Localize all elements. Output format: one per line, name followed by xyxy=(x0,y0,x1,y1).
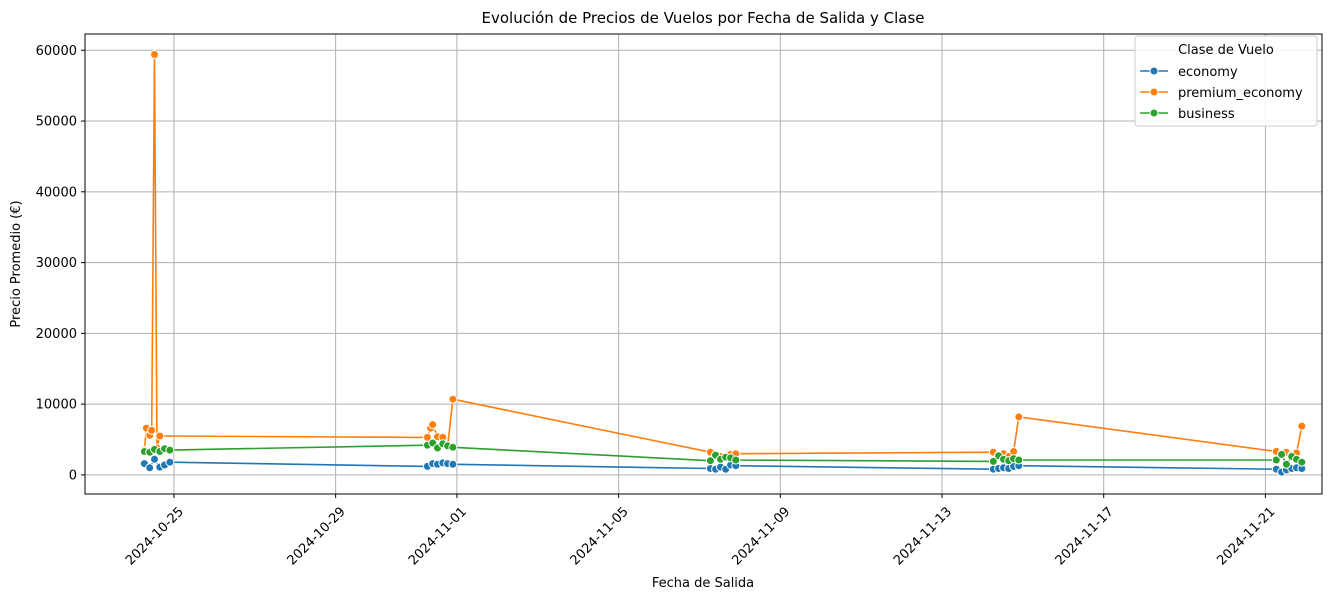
legend: Clase de Vuelo economy premium_economybus… xyxy=(1134,35,1318,127)
data-point-business xyxy=(448,442,458,452)
data-point-economy xyxy=(145,463,155,473)
data-point-economy xyxy=(165,457,175,467)
y-axis-label: Precio Promedio (€) xyxy=(9,200,24,327)
legend-box xyxy=(1134,35,1318,127)
data-point-premium_economy xyxy=(150,50,159,59)
legend-title: Clase de Vuelo xyxy=(1178,43,1274,58)
y-tick-label: 60000 xyxy=(36,44,77,59)
x-tick-label: 2024-11-21 xyxy=(1214,504,1278,568)
data-point-business xyxy=(988,456,998,466)
chart-title: Evolución de Precios de Vuelos por Fecha… xyxy=(482,9,925,27)
x-tick-label: 2024-11-01 xyxy=(406,504,470,568)
legend-label-business: business xyxy=(1178,107,1235,122)
data-point-economy xyxy=(448,459,458,469)
plot-frame xyxy=(84,33,1323,495)
data-point-economy xyxy=(150,454,159,464)
data-point-business xyxy=(731,455,741,465)
legend-label-premium_economy: premium_economy xyxy=(1178,86,1303,101)
legend-marker-premium_economy xyxy=(1149,87,1159,97)
series-economy xyxy=(139,454,1307,477)
data-point-premium_economy xyxy=(1014,412,1024,422)
data-point-business xyxy=(705,456,715,466)
data-point-premium_economy xyxy=(1297,421,1307,431)
series-business xyxy=(139,438,1307,469)
data-point-premium_economy xyxy=(155,431,165,441)
data-point-premium_economy xyxy=(428,420,438,430)
data-point-business xyxy=(1297,457,1307,467)
data-point-business xyxy=(1014,455,1024,465)
x-tick-label: 2024-11-17 xyxy=(1053,504,1117,568)
x-tick-label: 2024-11-09 xyxy=(729,504,793,568)
data-point-premium_economy xyxy=(448,394,458,404)
series-line-premium_economy xyxy=(143,53,1303,459)
data-point-business xyxy=(1271,455,1281,465)
grid xyxy=(85,34,1322,494)
x-tick-label: 2024-11-13 xyxy=(891,504,955,568)
data-point-business xyxy=(1277,449,1287,459)
legend-label-economy: economy xyxy=(1178,65,1238,80)
series-premium_economy xyxy=(139,50,1307,463)
y-axis-ticks: 0 10000 20000 30000 40000 50000 60000 xyxy=(36,44,85,483)
y-tick-label: 0 xyxy=(69,468,77,483)
x-tick-label: 2024-10-29 xyxy=(285,504,349,568)
x-tick-label: 2024-11-05 xyxy=(568,504,632,568)
y-tick-label: 20000 xyxy=(36,327,77,342)
x-axis-label: Fecha de Salida xyxy=(652,576,754,591)
y-tick-label: 30000 xyxy=(36,256,77,271)
data-point-business xyxy=(1281,459,1291,469)
y-tick-label: 10000 xyxy=(36,398,77,413)
data-point-premium_economy xyxy=(147,425,157,435)
legend-marker-business xyxy=(1149,108,1159,118)
x-tick-label: 2024-10-25 xyxy=(123,504,187,568)
x-axis-ticks: 2024-10-25 2024-10-29 2024-11-01 2024-11-05… xyxy=(123,494,1278,568)
y-tick-label: 40000 xyxy=(36,185,77,200)
legend-marker-economy xyxy=(1149,66,1159,76)
y-tick-label: 50000 xyxy=(36,115,77,130)
data-point-business xyxy=(165,445,175,455)
series-layer xyxy=(139,50,1307,477)
